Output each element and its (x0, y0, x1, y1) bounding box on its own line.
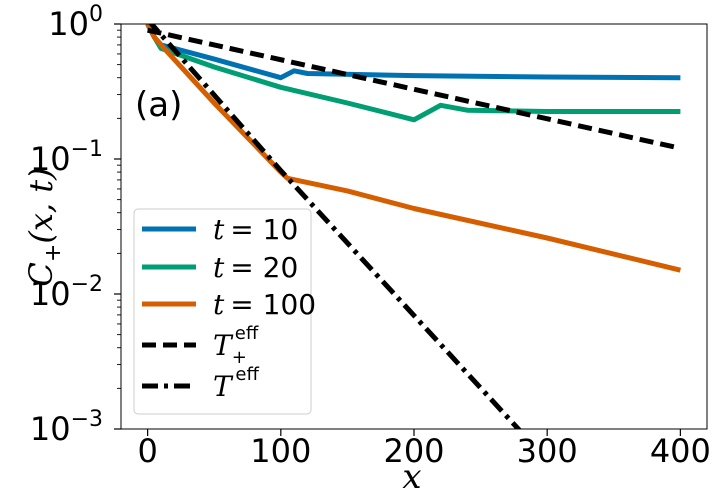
legend-label: t = 100 (213, 288, 316, 321)
y-tick-label: 10−1 (30, 137, 103, 178)
plot-frame (120, 23, 708, 430)
x-tick-label: 400 (650, 432, 711, 470)
x-tick-label: 100 (250, 432, 311, 470)
legend-label: t = 20 (213, 251, 298, 284)
y-minor-ticks (117, 29, 121, 389)
legend-label: T eff (213, 364, 259, 409)
x-tick-label: 300 (517, 432, 578, 470)
x-tick-label: 0 (137, 432, 157, 470)
y-tick-label: 10−2 (30, 272, 103, 313)
y-tick-label: 10−3 (30, 407, 103, 448)
series-line (147, 27, 681, 151)
legend-label: t = 10 (213, 213, 298, 246)
x-tick-labels: 0 100 200 300 400 (137, 432, 710, 470)
x-tick-label: 200 (383, 432, 444, 470)
y-tick-labels: 100 10−1 10−2 10−3 (30, 2, 103, 448)
legend-box (133, 208, 312, 415)
y-axis-label-args: (x, t) (22, 167, 60, 243)
ticks (114, 23, 681, 436)
legend-label: T+eff (213, 323, 259, 368)
series-line (148, 24, 522, 429)
y-axis-label-base: C (22, 262, 60, 286)
y-axis-label-sub: + (41, 244, 66, 262)
x-axis-label: x (402, 457, 421, 497)
series-lines (145, 24, 681, 429)
y-tick-label: 100 (48, 2, 103, 43)
panel-label: (a) (135, 85, 182, 125)
y-axis-label: C+(x, t) (22, 167, 66, 286)
